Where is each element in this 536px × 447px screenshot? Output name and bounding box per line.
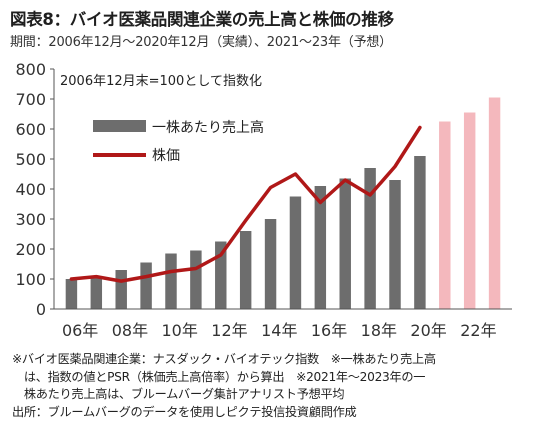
y-axis-labels: 0 100 200 300 400 500 600 700 800 xyxy=(15,60,46,319)
x-tick-label: 22年 xyxy=(460,321,496,340)
sales-and-stock-price-chart: 0 100 200 300 400 500 600 700 800 06年 08年 10年 12年 14… xyxy=(15,60,512,340)
sales-bar xyxy=(389,180,401,309)
bars-group xyxy=(65,97,501,309)
x-tick-label: 14年 xyxy=(261,321,297,340)
forecast-sales-bar xyxy=(488,97,501,309)
chart-title: 図表8：バイオ医薬品関連企業の売上高と株価の推移 xyxy=(10,10,394,29)
y-tick-label: 0 xyxy=(36,300,46,319)
stock-price-line xyxy=(69,125,422,283)
chart-subtitle: 期間：2006年12月～2020年12月（実績）、2021～23年（予想） xyxy=(10,35,392,50)
sales-bar xyxy=(90,276,103,309)
sales-bar xyxy=(414,156,426,309)
x-axis-labels: 06年 08年 10年 12年 14年 16年 18年 20年 22年 xyxy=(62,321,497,340)
sales-bar xyxy=(289,196,302,309)
sales-bar xyxy=(239,231,252,309)
legend-bar-swatch xyxy=(93,120,146,132)
legend-line-label: 株価 xyxy=(152,148,180,164)
footnote-line: 株あたり売上高は、ブルームバーグ集計アナリスト予想平均 xyxy=(12,387,345,401)
y-tick-label: 500 xyxy=(15,150,46,169)
y-tick-label: 400 xyxy=(15,180,46,199)
y-tick-label: 100 xyxy=(15,270,46,289)
sales-bar xyxy=(215,241,227,309)
legend-bar-label: 一株あたり売上高 xyxy=(152,119,264,136)
sales-bar xyxy=(65,279,78,309)
footnote-line: 出所：ブルームバーグのデータを使用しピクテ投信投資顧問作成 xyxy=(12,404,357,419)
y-tick-label: 200 xyxy=(15,240,46,259)
sales-bar xyxy=(190,250,202,309)
x-tick-label: 18年 xyxy=(361,321,397,340)
index-annotation: 2006年12月末=100として指数化 xyxy=(60,74,262,89)
footnotes: ※バイオ医薬品関連企業：ナスダック・バイオテック指数 ※一株あたり売上高 は、指… xyxy=(12,351,528,421)
sales-bar xyxy=(364,168,376,309)
line-group xyxy=(69,125,422,283)
y-tick-label: 800 xyxy=(15,60,46,79)
axes-group xyxy=(50,68,512,310)
sales-bar xyxy=(165,253,177,309)
footnote-line: は、指数の値とPSR（株価売上高倍率）から算出 ※2021年～2023年の一 xyxy=(12,369,426,384)
sales-bar xyxy=(339,178,351,309)
x-tick-label: 12年 xyxy=(211,321,247,340)
x-tick-label: 20年 xyxy=(410,321,446,340)
footnote-line: ※バイオ医薬品関連企業：ナスダック・バイオテック指数 ※一株あたり売上高 xyxy=(12,352,436,366)
y-tick-label: 600 xyxy=(15,120,46,139)
sales-bar xyxy=(115,270,127,309)
forecast-sales-bar xyxy=(439,121,451,309)
sales-bar xyxy=(264,219,277,309)
x-tick-label: 08年 xyxy=(112,321,148,340)
y-tick-label: 300 xyxy=(15,210,46,229)
x-tick-label: 06年 xyxy=(62,321,98,340)
legend: 一株あたり売上高 株価 xyxy=(93,119,264,164)
y-tick-label: 700 xyxy=(15,90,46,109)
x-tick-label: 10年 xyxy=(162,321,198,340)
sales-bar xyxy=(140,262,152,309)
sales-bar xyxy=(314,186,327,309)
forecast-sales-bar xyxy=(463,112,476,309)
x-tick-label: 16年 xyxy=(311,321,347,340)
